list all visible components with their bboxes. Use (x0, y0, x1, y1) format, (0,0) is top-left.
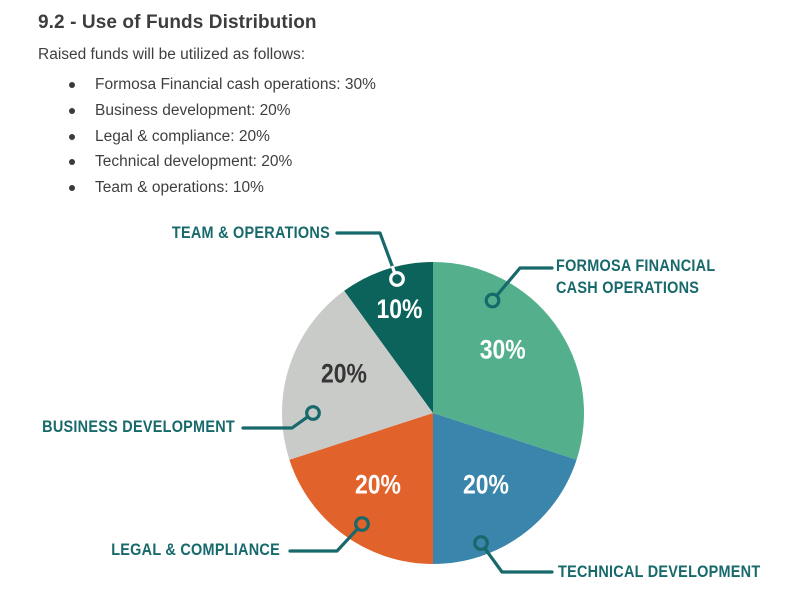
pie-slice-technical-development (433, 413, 577, 564)
callout-label-business-development: BUSINESS DEVELOPMENT (42, 418, 235, 436)
leader-dot-technical-development (473, 535, 489, 551)
callout-label-formosa-financial-cash-operations-line-1: FORMOSA FINANCIAL (556, 257, 715, 275)
slice-percent-label-business-development: 20% (321, 359, 367, 389)
funds-bullet-list: Formosa Financial cash operations: 30% Bu… (38, 72, 758, 201)
pie-slice-legal-compliance (289, 413, 433, 564)
pie-slice-team-operations (344, 261, 433, 413)
slice-percent-label-legal-compliance: 20% (355, 470, 401, 500)
pie-slice-formosa-financial-cash-operations (433, 262, 585, 460)
leader-line-legal-compliance (288, 527, 360, 553)
funds-bullet-item: Team & operations: 10% (69, 175, 758, 201)
leader-line-business-development (241, 415, 310, 430)
funds-bullet-item: Technical development: 20% (69, 149, 758, 175)
intro-text: Raised funds will be utilized as follows… (38, 46, 306, 63)
section-heading: 9.2 - Use of Funds Distribution (38, 12, 317, 33)
use-of-funds-pie-chart: 30% FORMOSA FINANCIAL CASH OPERATIONS 20% TE… (42, 224, 761, 581)
leader-dot-formosa-financial-cash-operations (484, 292, 501, 309)
leader-dot-business-development (305, 405, 321, 421)
callout-label-formosa-financial-cash-operations-line-2: CASH OPERATIONS (556, 279, 699, 297)
funds-bullet-item: Legal & compliance: 20% (69, 124, 758, 150)
leader-dot-team-operations (389, 271, 405, 287)
slice-percent-label-team-operations: 10% (376, 295, 422, 325)
callout-label-team-operations: TEAM & OPERATIONS (172, 224, 330, 242)
leader-line-technical-development (483, 546, 554, 574)
callout-label-legal-compliance: LEGAL & COMPLIANCE (111, 541, 280, 559)
leader-dot-legal-compliance (354, 516, 370, 532)
slice-percent-label-formosa-financial-cash-operations: 30% (480, 335, 526, 365)
leader-line-formosa-financial-cash-operations (495, 266, 554, 297)
funds-bullet-item: Formosa Financial cash operations: 30% (69, 72, 758, 98)
use-of-funds-figure: 30% FORMOSA FINANCIAL CASH OPERATIONS 20% TE… (0, 200, 800, 594)
pie-slice-business-development (281, 290, 433, 460)
slice-percent-label-technical-development: 20% (463, 470, 509, 500)
leader-line-team-operations (335, 231, 395, 270)
text-section: 9.2 - Use of Funds Distribution Raised f… (38, 12, 758, 201)
funds-bullet-item: Business development: 20% (69, 98, 758, 124)
callout-label-technical-development: TECHNICAL DEVELOPMENT (558, 563, 761, 581)
